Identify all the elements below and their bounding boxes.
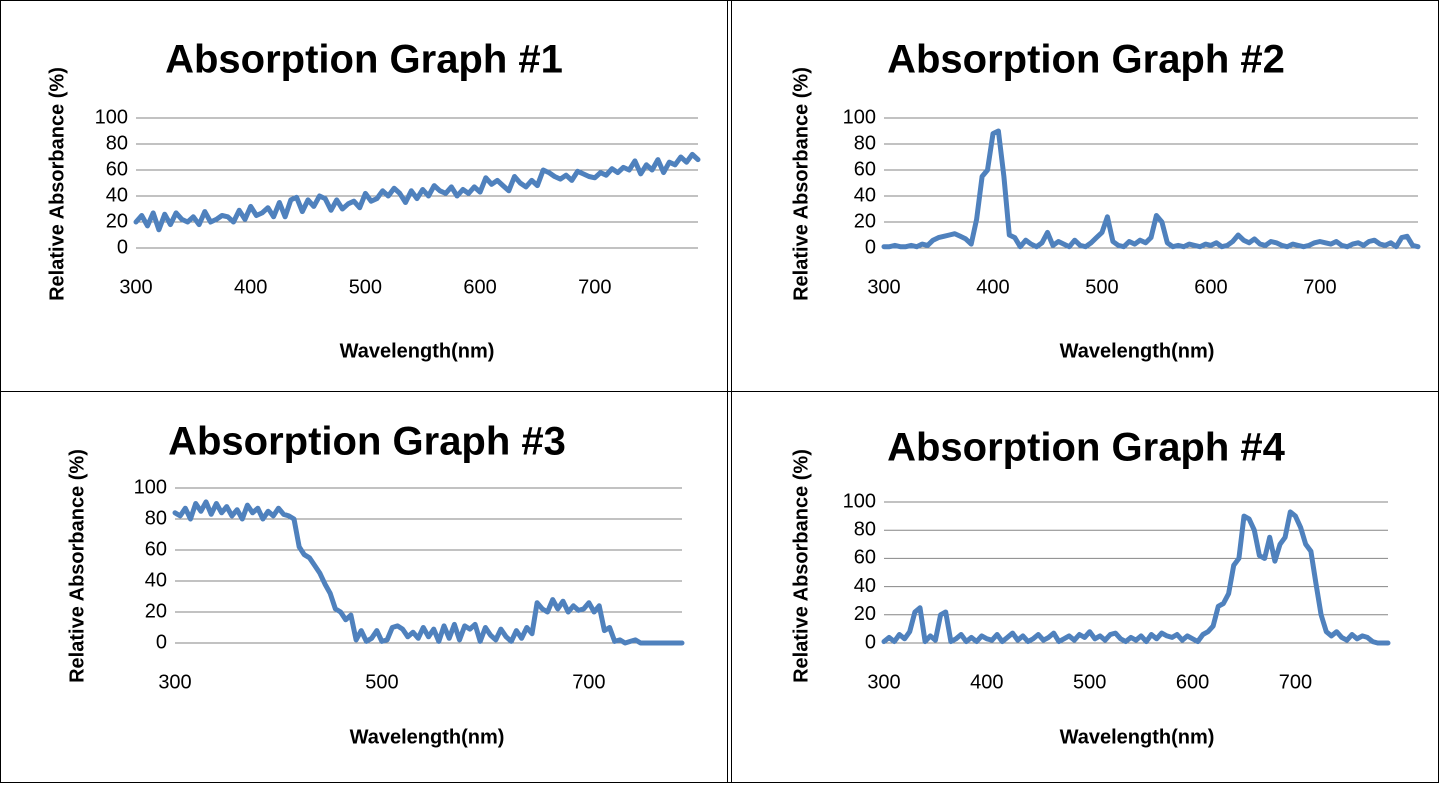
y-tick-label: 100 [843,106,876,128]
x-tick-label: 600 [463,276,496,298]
absorption-chart-3: Absorption Graph #3 0 20 40 60 80 100 300 500 700… [66,420,685,748]
y-tick-label: 40 [145,569,167,591]
x-tick-label: 500 [349,276,382,298]
y-tick-label: 20 [145,600,167,622]
y-tick-label: 40 [854,184,876,206]
x-tick-label: 700 [1303,276,1336,298]
x-tick-label: 700 [1279,671,1312,693]
absorption-chart-1: Absorption Graph #1 0 20 40 60 80 100 300 400 500… [46,38,701,362]
y-tick-label: 60 [145,538,167,560]
row-divider [0,391,1439,392]
absorption-chart-2: Absorption Graph #2 0 20 40 60 80 100 300 400 500… [790,38,1421,362]
series-line [881,128,1421,250]
chart-cell-4: Absorption Graph #4 0 20 40 60 80 100 300 400 500… [732,392,1438,788]
x-tick-label: 600 [1194,276,1227,298]
y-tick-label: 0 [865,631,876,653]
y-tick-label: 100 [843,490,876,512]
x-tick-label: 400 [970,671,1003,693]
chart-title: Absorption Graph #2 [887,38,1285,82]
chart-cell-1: Absorption Graph #1 0 20 40 60 80 100 300 400 500… [0,0,727,396]
y-tick-label: 80 [145,507,167,529]
y-tick-label: 40 [106,184,128,206]
y-axis-label: Relative Absorbance (%) [66,449,88,683]
y-tick-label: 80 [854,518,876,540]
x-tick-label: 400 [976,276,1009,298]
x-tick-label: 500 [365,671,398,693]
x-axis-label: Wavelength(nm) [340,340,495,362]
y-tick-label: 100 [95,106,128,128]
series-line [133,151,701,233]
x-tick-label: 600 [1176,671,1209,693]
x-tick-label: 300 [119,276,152,298]
y-axis-label: Relative Absorbance (%) [790,67,812,301]
y-tick-label: 0 [117,236,128,258]
x-tick-label: 300 [867,671,900,693]
chart-cell-3: Absorption Graph #3 0 20 40 60 80 100 300 500 700… [0,392,727,788]
y-tick-label: 20 [106,210,128,232]
y-tick-label: 40 [854,575,876,597]
chart-cell-2: Absorption Graph #2 0 20 40 60 80 100 300 400 500… [732,0,1438,396]
series-line [172,499,685,646]
chart-title: Absorption Graph #3 [168,420,566,464]
y-tick-label: 80 [106,132,128,154]
y-axis-label: Relative Absorbance (%) [790,449,812,683]
x-tick-label: 500 [1085,276,1118,298]
chart-title: Absorption Graph #1 [165,38,563,82]
chart-title: Absorption Graph #4 [887,426,1286,470]
y-tick-label: 0 [865,236,876,258]
absorption-chart-4: Absorption Graph #4 0 20 40 60 80 100 300 400 500… [790,426,1391,748]
x-tick-label: 700 [572,671,605,693]
y-tick-label: 80 [854,132,876,154]
x-axis-label: Wavelength(nm) [350,726,505,748]
y-tick-label: 20 [854,210,876,232]
y-tick-label: 60 [854,547,876,569]
x-tick-label: 300 [158,671,191,693]
x-tick-label: 500 [1073,671,1106,693]
x-tick-label: 300 [867,276,900,298]
y-tick-label: 20 [854,603,876,625]
x-tick-label: 400 [234,276,267,298]
y-tick-label: 100 [134,476,167,498]
series-line [881,509,1391,646]
x-tick-label: 700 [578,276,611,298]
y-tick-label: 60 [106,158,128,180]
x-axis-label: Wavelength(nm) [1060,340,1215,362]
y-tick-label: 0 [156,631,167,653]
y-axis-label: Relative Absorbance (%) [46,67,68,301]
x-axis-label: Wavelength(nm) [1060,726,1215,748]
y-tick-label: 60 [854,158,876,180]
